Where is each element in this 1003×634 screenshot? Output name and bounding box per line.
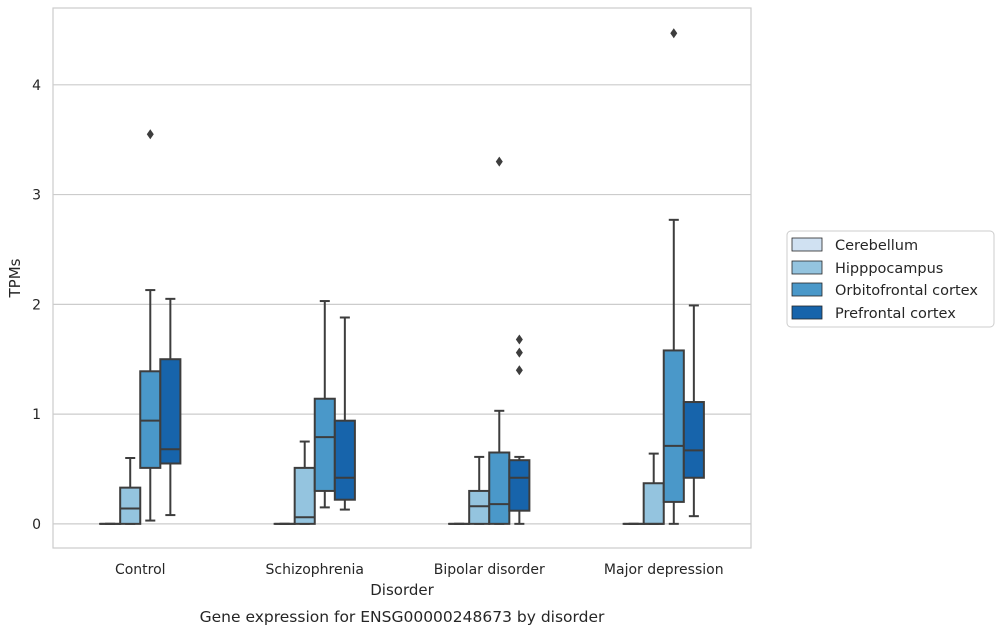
legend-swatch-orbitofrontal-cortex — [791, 282, 823, 297]
x-tick-label-schizophrenia: Schizophrenia — [266, 562, 364, 578]
y-tick-label-1: 1 — [32, 407, 41, 423]
outlier-marker-0 — [495, 156, 503, 167]
y-tick-label-0: 0 — [32, 517, 41, 533]
y-tick-label-4: 4 — [32, 78, 41, 94]
box-iqr — [642, 482, 665, 525]
y-tick-label-3: 3 — [32, 188, 41, 204]
legend-swatch-prefrontal-cortex — [791, 305, 823, 320]
figure-caption: Gene expression for ENSG00000248673 by d… — [200, 608, 605, 626]
x-tick-label-major-depression: Major depression — [604, 562, 724, 578]
box-control-hipppocampus — [119, 457, 142, 525]
box-control-prefrontal-cortex — [159, 297, 182, 517]
outlier-marker-0 — [146, 129, 154, 140]
box-iqr — [682, 401, 705, 479]
x-axis-title: Disorder — [370, 581, 434, 599]
box-major-depression-hipppocampus — [642, 452, 665, 525]
plot-frame — [52, 7, 752, 549]
box-iqr — [333, 419, 356, 501]
y-axis-title: TPMs — [6, 258, 24, 298]
box-iqr — [313, 397, 336, 492]
legend-label-prefrontal-cortex: Prefrontal cortex — [835, 306, 956, 322]
box-iqr — [159, 358, 182, 465]
box-iqr — [488, 451, 511, 525]
y-tick-labels: 0 1 2 3 4 — [32, 78, 41, 533]
legend-frame — [786, 230, 995, 328]
box-bipolar-disorder-prefrontal-cortex — [508, 334, 531, 525]
legend-label-orbitofrontal-cortex: Orbitofrontal cortex — [835, 283, 978, 299]
box-major-depression-orbitofrontal-cortex — [662, 28, 685, 525]
legend-swatch-hippocampus — [791, 260, 823, 275]
x-tick-label-bipolar-disorder: Bipolar disorder — [434, 562, 545, 578]
boxes — [99, 28, 705, 525]
outlier-marker-0 — [670, 28, 678, 39]
outlier-marker-2 — [515, 334, 523, 345]
x-tick-label-control: Control — [115, 562, 166, 578]
outlier-marker-0 — [515, 365, 523, 376]
box-iqr — [293, 466, 316, 525]
box-iqr — [139, 370, 162, 469]
legend: Cerebellum Hipppocampus Orbitofrontal co… — [786, 230, 995, 328]
box-bipolar-disorder-hipppocampus — [468, 455, 491, 525]
legend-label-hippocampus: Hipppocampus — [835, 261, 943, 277]
box-schizophrenia-orbitofrontal-cortex — [313, 300, 336, 509]
legend-swatch-cerebellum — [791, 237, 823, 252]
box-iqr — [508, 459, 531, 512]
box-iqr — [662, 349, 685, 503]
box-major-depression-prefrontal-cortex — [682, 304, 705, 518]
legend-label-cerebellum: Cerebellum — [835, 238, 918, 254]
box-bipolar-disorder-orbitofrontal-cortex — [488, 156, 511, 525]
outlier-marker-1 — [515, 347, 523, 358]
box-iqr — [468, 489, 491, 525]
y-tick-label-2: 2 — [32, 297, 41, 313]
box-schizophrenia-prefrontal-cortex — [333, 316, 356, 511]
x-tick-labels: Control Schizophrenia Bipolar disorder Majo… — [115, 562, 724, 578]
box-control-orbitofrontal-cortex — [139, 129, 162, 522]
box-schizophrenia-hipppocampus — [293, 440, 316, 525]
box-iqr — [119, 486, 142, 525]
